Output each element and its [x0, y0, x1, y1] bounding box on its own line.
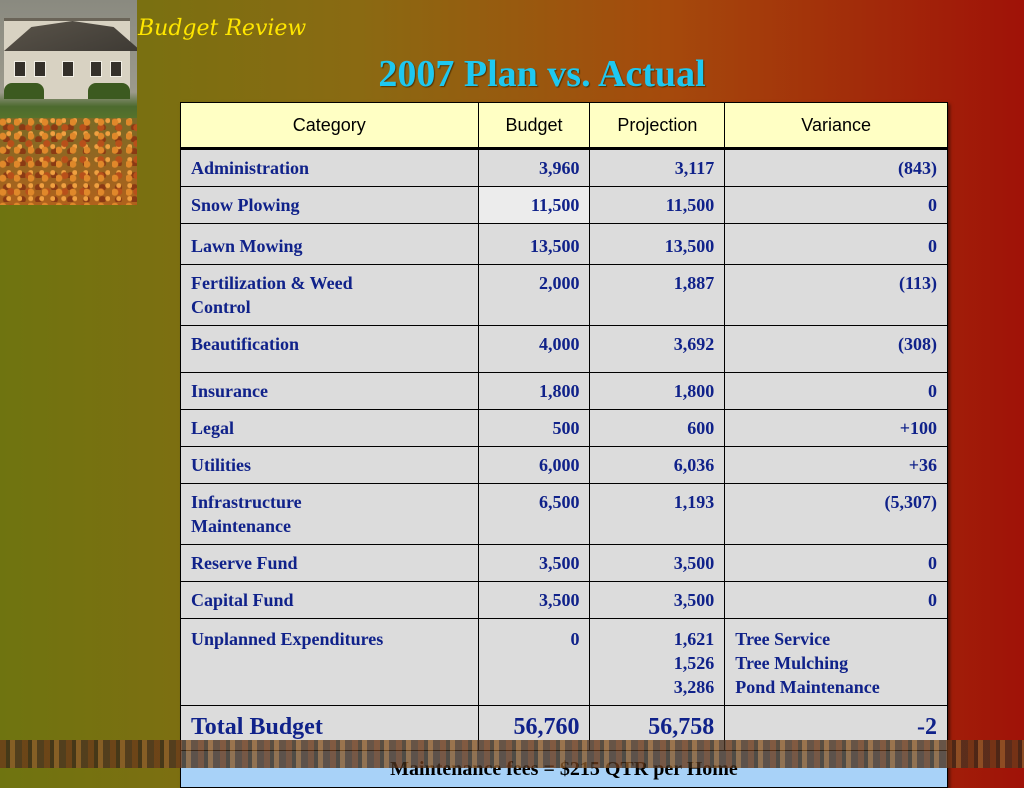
row-variance: 0 [724, 186, 948, 224]
row-variance: 0 [724, 372, 948, 410]
row-projection: 1,800 [589, 372, 726, 410]
row-variance: +100 [724, 409, 948, 447]
expenditure-item: Tree Mulching [735, 653, 849, 673]
row-budget: 1,800 [477, 372, 591, 410]
row-projection: 3,117 [589, 148, 726, 187]
row-budget: 500 [477, 409, 591, 447]
table-header-row: Category Budget Projection Variance [180, 102, 948, 150]
ground-strip [0, 740, 1024, 768]
projection-line: 1,621 [673, 629, 715, 649]
total-budget: 56,760 [477, 705, 591, 751]
autumn-leaves [0, 118, 137, 205]
row-category: Infrastructure Maintenance [180, 483, 479, 545]
row-budget: 6,500 [477, 483, 591, 545]
row-category: Capital Fund [180, 581, 479, 619]
row-category-line: Maintenance [191, 516, 291, 536]
row-variance: 0 [724, 544, 948, 582]
row-budget: 3,500 [477, 581, 591, 619]
row-projection: 1,887 [589, 264, 726, 326]
table-row: Infrastructure Maintenance 6,500 1,193 (… [180, 483, 948, 545]
row-category: Unplanned Expenditures [180, 618, 479, 706]
row-budget: 3,960 [477, 148, 591, 187]
row-category: Reserve Fund [180, 544, 479, 582]
table-row: Beautification 4,000 3,692 (308) [180, 325, 948, 373]
house-illustration [4, 18, 137, 99]
row-projection: 11,500 [589, 186, 726, 224]
header-projection: Projection [589, 102, 726, 150]
row-category-line: Infrastructure [191, 492, 302, 512]
header-budget: Budget [477, 102, 591, 150]
row-variance: (5,307) [724, 483, 948, 545]
table-row: Capital Fund 3,500 3,500 0 [180, 581, 948, 619]
table-row: Reserve Fund 3,500 3,500 0 [180, 544, 948, 582]
row-budget: 11,500 [477, 186, 591, 224]
page-title: 2007 Plan vs. Actual [378, 53, 706, 95]
row-variance: (113) [724, 264, 948, 326]
row-category: Fertilization & Weed Control [180, 264, 479, 326]
table-row: Legal 500 600 +100 [180, 409, 948, 447]
row-budget: 0 [477, 618, 591, 706]
table-row: Utilities 6,000 6,036 +36 [180, 446, 948, 484]
row-budget: 13,500 [477, 223, 591, 265]
row-variance: 0 [724, 581, 948, 619]
row-projection: 1,193 [589, 483, 726, 545]
row-budget: 3,500 [477, 544, 591, 582]
row-category: Administration [180, 148, 479, 187]
row-budget: 2,000 [477, 264, 591, 326]
row-variance: (843) [724, 148, 948, 187]
row-category-line: Control [191, 297, 251, 317]
row-variance: (308) [724, 325, 948, 373]
row-budget: 6,000 [477, 446, 591, 484]
row-category: Lawn Mowing [180, 223, 479, 265]
section-title: Budget Review [138, 16, 307, 41]
table-row: Fertilization & Weed Control 2,000 1,887… [180, 264, 948, 326]
house-photo [0, 0, 137, 205]
row-category: Utilities [180, 446, 479, 484]
row-category: Insurance [180, 372, 479, 410]
row-projection: 3,500 [589, 544, 726, 582]
table-row-unplanned: Unplanned Expenditures 0 1,621 1,526 3,2… [180, 618, 948, 706]
row-projection: 600 [589, 409, 726, 447]
row-category: Beautification [180, 325, 479, 373]
row-category: Snow Plowing [180, 186, 479, 224]
projection-line: 1,526 [673, 653, 715, 673]
row-category-line: Fertilization & Weed [191, 273, 353, 293]
budget-table: Category Budget Projection Variance Admi… [180, 102, 948, 788]
row-variance: 0 [724, 223, 948, 265]
expenditure-item: Pond Maintenance [735, 677, 880, 697]
expenditure-item: Tree Service [735, 629, 831, 649]
header-variance: Variance [724, 102, 948, 150]
table-row: Insurance 1,800 1,800 0 [180, 372, 948, 410]
row-projection: 3,500 [589, 581, 726, 619]
row-projection: 3,692 [589, 325, 726, 373]
table-row: Snow Plowing 11,500 11,500 0 [180, 186, 948, 224]
row-category: Legal [180, 409, 479, 447]
header-category: Category [180, 102, 479, 150]
row-variance: +36 [724, 446, 948, 484]
table-row: Lawn Mowing 13,500 13,500 0 [180, 223, 948, 265]
row-budget: 4,000 [477, 325, 591, 373]
table-row: Administration 3,960 3,117 (843) [180, 148, 948, 187]
row-projection: 6,036 [589, 446, 726, 484]
row-projection-list: 1,621 1,526 3,286 [589, 618, 726, 706]
row-projection: 13,500 [589, 223, 726, 265]
row-variance-items: Tree Service Tree Mulching Pond Maintena… [724, 618, 948, 706]
projection-line: 3,286 [673, 677, 715, 697]
